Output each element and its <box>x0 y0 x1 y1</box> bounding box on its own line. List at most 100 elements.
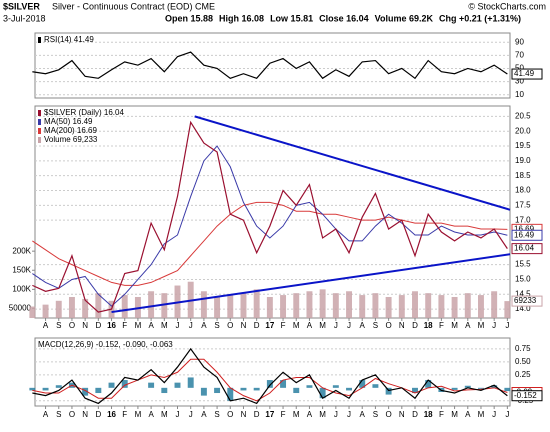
bar <box>29 387 36 391</box>
x-tick-label: S <box>373 321 378 330</box>
bar <box>398 295 405 318</box>
x-tick-label: D <box>254 321 260 330</box>
bar <box>161 387 168 394</box>
bar <box>372 293 379 318</box>
x-tick-label: J <box>492 410 496 419</box>
bar <box>412 291 418 318</box>
y-tick-label: 14.0 <box>515 304 531 313</box>
legend: MACD(12,26,9) -0.152, -0.090, -0.063 <box>38 340 173 349</box>
x-tick-label: A <box>201 321 207 330</box>
y-tick-label: 19.0 <box>515 156 531 165</box>
legend: MA(50) 16.49 <box>44 117 93 126</box>
x-tick-label: O <box>69 410 75 419</box>
x-tick-label: M <box>135 410 142 419</box>
bar <box>68 296 75 318</box>
y-tick-label: 70 <box>515 50 524 59</box>
bar <box>200 291 207 318</box>
x-tick-label: M <box>478 410 485 419</box>
value-box <box>511 243 543 255</box>
x-tick-label: A <box>465 321 471 330</box>
bar <box>425 380 432 388</box>
bar <box>42 304 49 318</box>
x-tick-label: J <box>347 321 351 330</box>
legend-swatch <box>38 37 41 43</box>
bar <box>319 387 326 399</box>
y2-tick-label: 50000 <box>9 304 32 313</box>
x-tick-label: O <box>385 321 391 330</box>
x-tick-label: D <box>95 410 101 419</box>
bar <box>253 289 260 318</box>
x-tick-label: J <box>505 410 509 419</box>
x-tick-label: O <box>69 321 75 330</box>
bar <box>95 293 102 318</box>
x-tick-label: A <box>201 410 207 419</box>
quote-item: Open 15.88 <box>165 13 213 23</box>
y2-tick-label: 200K <box>12 246 31 255</box>
chart-title: Silver - Continuous Contract (EOD) CME <box>52 1 215 11</box>
x-tick-label: D <box>254 410 260 419</box>
bar <box>82 298 89 318</box>
y-tick-label: 50 <box>515 64 524 73</box>
bar <box>161 293 168 318</box>
bar <box>227 387 234 401</box>
x-tick-label: 18 <box>424 321 433 330</box>
legend: Volume 69,233 <box>44 135 98 144</box>
value-box-label: 41.49 <box>514 69 535 78</box>
bar <box>359 295 366 318</box>
bar <box>346 387 352 391</box>
y-tick-label: 17.5 <box>515 200 531 209</box>
value-box <box>511 229 543 241</box>
x-tick-label: M <box>293 321 300 330</box>
bar <box>121 295 128 318</box>
x-tick-label: A <box>43 410 49 419</box>
value-box-label: 16.49 <box>514 230 535 239</box>
date: 3-Jul-2018 <box>3 13 46 23</box>
bar <box>306 291 313 318</box>
x-tick-label: A <box>148 410 154 419</box>
y-tick-label: 20.5 <box>515 111 531 120</box>
x-tick-label: J <box>189 321 193 330</box>
credit: © StockCharts.com <box>468 1 546 11</box>
x-tick-label: A <box>360 321 366 330</box>
x-tick-label: 16 <box>107 321 116 330</box>
bar <box>200 387 207 396</box>
bar <box>451 387 458 390</box>
x-tick-label: A <box>307 321 313 330</box>
bar <box>266 380 273 388</box>
x-tick-label: J <box>505 321 509 330</box>
x-tick-label: N <box>82 321 88 330</box>
x-tick-label: O <box>227 321 233 330</box>
bar <box>491 385 498 388</box>
bar <box>214 296 221 318</box>
bar <box>438 295 445 318</box>
y-tick-label: 15.0 <box>515 275 531 284</box>
bar <box>240 293 247 318</box>
bar <box>55 385 62 388</box>
bar <box>332 385 339 388</box>
y-tick-label: 90 <box>515 37 524 46</box>
x-tick-label: F <box>122 321 127 330</box>
bar <box>451 296 458 318</box>
legend: MA(200) 16.69 <box>44 126 97 135</box>
bar <box>319 289 326 318</box>
x-tick-label: O <box>227 410 233 419</box>
x-tick-label: M <box>478 321 485 330</box>
x-tick-label: N <box>82 410 88 419</box>
symbol: $SILVER <box>3 1 40 11</box>
x-tick-label: S <box>214 321 219 330</box>
legend-swatch <box>38 128 41 134</box>
bar <box>42 387 49 391</box>
bar <box>240 387 247 391</box>
x-tick-label: J <box>176 321 180 330</box>
x-tick-label: M <box>135 321 142 330</box>
x-tick-label: 16 <box>107 410 116 419</box>
bar <box>478 387 484 389</box>
x-tick-label: S <box>56 410 61 419</box>
y-tick-label: 0.25 <box>515 370 531 379</box>
x-tick-label: J <box>347 410 351 419</box>
legend-swatch <box>38 137 41 143</box>
bar <box>29 306 36 318</box>
y-tick-label: 0.50 <box>515 357 531 366</box>
bar <box>121 380 128 388</box>
